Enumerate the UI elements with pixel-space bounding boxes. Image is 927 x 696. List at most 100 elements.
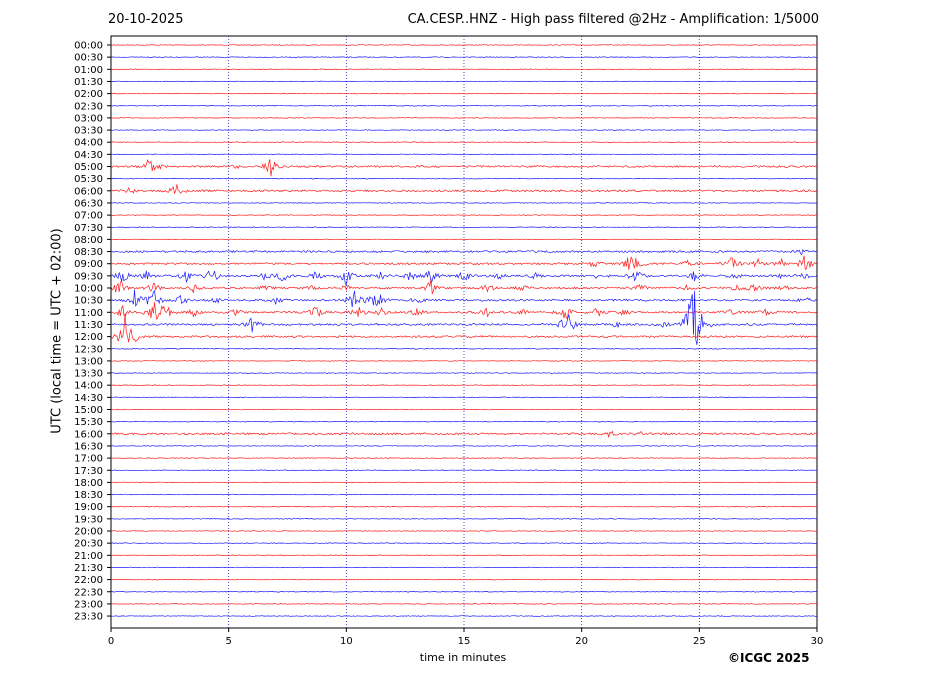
y-tick-label: 14:00 [74, 381, 103, 392]
trace-line-1530 [110, 420, 818, 423]
y-tick-label: 05:00 [74, 162, 103, 173]
trace-line-0100 [111, 68, 818, 70]
trace-line-2100 [110, 554, 818, 556]
trace-line-1200 [110, 313, 818, 343]
y-tick-label: 00:00 [74, 41, 103, 52]
y-tick-label: 06:30 [74, 198, 103, 209]
trace-line-0930 [110, 270, 818, 287]
x-tick-label: 0 [108, 636, 114, 647]
y-tick-label: 21:30 [74, 563, 103, 574]
trace-line-0530 [110, 177, 817, 180]
trace-line-0000 [110, 44, 817, 46]
trace-line-1100 [110, 302, 818, 321]
x-tick-label: 5 [225, 636, 231, 647]
trace-line-1600 [110, 430, 818, 439]
y-tick-label: 04:30 [74, 150, 103, 161]
y-axis-label: UTC (local time = UTC + 02:00) [49, 228, 65, 434]
y-tick-label: 10:00 [74, 284, 103, 295]
trace-line-0130 [111, 80, 818, 83]
trace-line-1800 [110, 481, 818, 484]
y-tick-label: 09:30 [74, 271, 103, 282]
trace-line-1500 [110, 408, 818, 411]
y-tick-label: 17:30 [74, 466, 103, 477]
trace-line-0630 [110, 202, 818, 204]
trace-line-1630 [110, 445, 818, 447]
y-tick-label: 07:30 [74, 223, 103, 234]
trace-line-1130 [110, 290, 818, 345]
y-tick-label: 12:30 [74, 344, 103, 355]
trace-line-0900 [110, 255, 818, 271]
trace-line-0300 [110, 117, 818, 119]
trace-line-1230 [110, 347, 818, 350]
y-tick-label: 21:00 [74, 551, 103, 562]
y-tick-label: 23:00 [74, 599, 103, 610]
trace-line-1000 [110, 278, 818, 295]
y-tick-label: 16:00 [74, 429, 103, 440]
y-tick-label: 18:00 [74, 478, 103, 489]
y-tick-label: 11:30 [74, 320, 103, 331]
trace-line-0330 [110, 129, 818, 131]
trace-line-0700 [110, 214, 818, 216]
trace-line-1900 [110, 506, 818, 508]
y-tick-label: 06:00 [74, 186, 103, 197]
y-tick-label: 00:30 [74, 53, 103, 64]
y-tick-label: 05:30 [74, 174, 103, 185]
x-tick-label: 20 [575, 636, 588, 647]
trace-line-0230 [110, 105, 817, 107]
trace-line-2300 [110, 603, 818, 605]
trace-line-1030 [110, 289, 818, 308]
chart-date: 20-10-2025 [108, 12, 184, 27]
trace-line-0200 [110, 92, 818, 95]
trace-line-1830 [110, 493, 818, 496]
y-tick-label: 17:00 [74, 454, 103, 465]
y-tick-label: 03:30 [74, 126, 103, 137]
y-tick-label: 08:00 [74, 235, 103, 246]
y-tick-label: 04:00 [74, 138, 103, 149]
y-tick-label: 15:30 [74, 417, 103, 428]
y-tick-label: 15:00 [74, 405, 103, 416]
trace-line-0500 [110, 158, 818, 177]
y-tick-label: 16:30 [74, 441, 103, 452]
trace-line-0400 [110, 141, 817, 143]
y-tick-label: 20:30 [74, 539, 103, 550]
x-tick-label: 25 [693, 636, 706, 647]
y-tick-label: 02:00 [74, 89, 103, 100]
trace-line-2000 [110, 530, 818, 532]
trace-line-2200 [110, 578, 818, 581]
y-tick-label: 07:00 [74, 211, 103, 222]
trace-line-1300 [110, 360, 818, 362]
trace-line-1930 [110, 518, 817, 520]
trace-line-0830 [110, 248, 818, 256]
y-tick-label: 01:30 [74, 77, 103, 88]
chart-title: CA.CESP..HNZ - High pass filtered @2Hz -… [407, 12, 819, 27]
y-tick-label: 12:00 [74, 332, 103, 343]
y-tick-label: 03:00 [74, 113, 103, 124]
x-tick-label: 10 [340, 636, 353, 647]
trace-line-2230 [110, 591, 818, 593]
trace-line-0730 [110, 226, 817, 228]
trace-line-1730 [110, 469, 818, 471]
x-tick-label: 30 [811, 636, 824, 647]
y-tick-label: 02:30 [74, 101, 103, 112]
trace-line-2130 [110, 566, 817, 569]
trace-line-2030 [110, 542, 818, 544]
y-tick-label: 19:00 [74, 502, 103, 513]
trace-line-1430 [111, 396, 818, 399]
y-tick-label: 18:30 [74, 490, 103, 501]
x-tick-label: 15 [458, 636, 471, 647]
y-tick-label: 09:00 [74, 259, 103, 270]
plot-frame [110, 35, 818, 629]
y-tick-label: 08:30 [74, 247, 103, 258]
trace-line-1330 [110, 372, 818, 374]
y-tick-label: 19:30 [74, 514, 103, 525]
y-tick-label: 13:30 [74, 369, 103, 380]
y-tick-label: 10:30 [74, 296, 103, 307]
y-tick-label: 22:30 [74, 587, 103, 598]
copyright-label: ©ICGC 2025 [728, 651, 810, 665]
y-tick-label: 20:00 [74, 527, 103, 538]
y-tick-label: 23:30 [74, 612, 103, 623]
x-axis-label: time in minutes [419, 651, 507, 664]
trace-line-1400 [110, 384, 818, 386]
y-tick-label: 14:30 [74, 393, 103, 404]
